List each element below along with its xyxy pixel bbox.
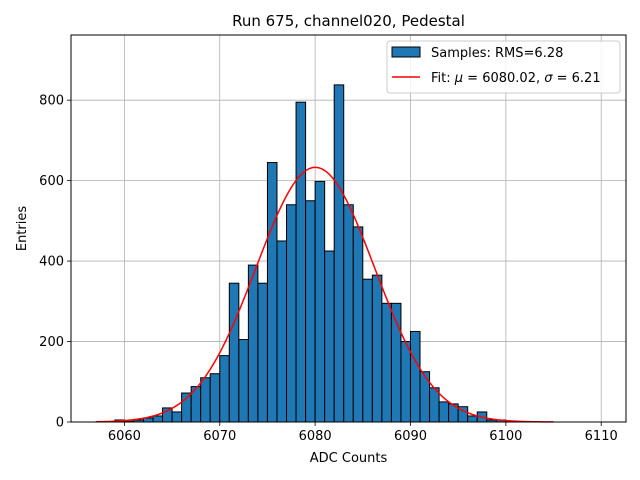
histogram-bar bbox=[333, 84, 345, 423]
x-tick-label: 6110 bbox=[585, 429, 618, 444]
x-tick-label: 6080 bbox=[299, 429, 332, 444]
legend-fit-label: Fit: μ = 6080.02, σ = 6.21 bbox=[431, 71, 601, 86]
y-tick-label: 800 bbox=[39, 94, 64, 109]
histogram-bar bbox=[276, 240, 288, 423]
histogram-bar bbox=[371, 274, 383, 423]
histogram-bar bbox=[152, 415, 164, 423]
histogram-bar bbox=[257, 282, 268, 423]
legend-box bbox=[386, 40, 621, 94]
histogram-bar bbox=[238, 339, 249, 423]
legend-histogram-swatch bbox=[391, 46, 421, 58]
histogram-bar bbox=[343, 204, 354, 423]
histogram-bar bbox=[352, 226, 364, 423]
x-tick-label: 6070 bbox=[203, 429, 236, 444]
y-tick-label: 600 bbox=[39, 174, 64, 189]
histogram-bar bbox=[171, 411, 183, 423]
histogram-bar bbox=[305, 200, 316, 423]
histogram-bar bbox=[219, 355, 230, 423]
histogram-bar bbox=[266, 162, 278, 423]
histogram-bar bbox=[286, 204, 297, 423]
plot-frame bbox=[70, 34, 627, 423]
histogram-bar bbox=[381, 302, 392, 423]
histogram-bar bbox=[400, 341, 411, 423]
chart-title: Run 675, channel020, Pedestal bbox=[232, 12, 465, 30]
histogram-bar bbox=[209, 373, 221, 423]
y-tick-label: 200 bbox=[39, 335, 64, 350]
x-tick-label: 6090 bbox=[394, 429, 427, 444]
x-tick-label: 6060 bbox=[108, 429, 141, 444]
histogram-bar bbox=[247, 264, 259, 423]
legend: Samples: RMS=6.28 Fit: μ = 6080.02, σ = … bbox=[386, 40, 621, 94]
histogram-bar bbox=[324, 250, 335, 423]
histogram-bar bbox=[200, 377, 211, 423]
gaussian-fit-line bbox=[95, 166, 554, 423]
x-axis-ticks: 6060 6070 6080 6090 6100 6110 bbox=[108, 422, 618, 444]
y-axis-label: Entries bbox=[15, 206, 30, 252]
histogram-bar bbox=[362, 278, 373, 423]
histogram-bar bbox=[228, 282, 240, 423]
histogram-bar bbox=[314, 180, 326, 423]
x-tick-label: 6100 bbox=[489, 429, 522, 444]
histogram-bar bbox=[438, 401, 450, 423]
legend-histogram-label: Samples: RMS=6.28 bbox=[431, 46, 563, 61]
histogram-bar bbox=[409, 330, 421, 423]
histogram-bar bbox=[467, 415, 478, 423]
y-tick-label: 400 bbox=[39, 255, 64, 270]
x-axis-label: ADC Counts bbox=[310, 451, 388, 466]
y-axis-ticks: 0 200 400 600 800 bbox=[39, 94, 71, 431]
histogram-bar bbox=[295, 101, 307, 423]
y-tick-label: 0 bbox=[56, 416, 64, 431]
